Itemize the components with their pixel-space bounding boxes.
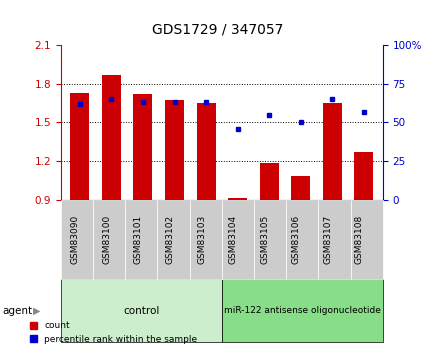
Bar: [291, 176, 309, 200]
Bar: [102, 75, 121, 200]
Text: ▶: ▶: [33, 306, 40, 315]
Text: GSM83090: GSM83090: [71, 215, 80, 264]
Bar: [133, 94, 152, 200]
Bar: [259, 162, 278, 200]
Text: GSM83105: GSM83105: [260, 215, 269, 264]
Bar: [228, 197, 247, 200]
Text: GSM83107: GSM83107: [322, 215, 332, 264]
Text: GSM83103: GSM83103: [197, 215, 206, 264]
Legend: count, percentile rank within the sample: count, percentile rank within the sample: [26, 318, 201, 345]
Text: GSM83108: GSM83108: [354, 215, 363, 264]
Text: miR-122 antisense oligonucleotide: miR-122 antisense oligonucleotide: [224, 306, 380, 315]
Text: control: control: [123, 306, 159, 315]
Text: GSM83100: GSM83100: [102, 215, 111, 264]
Text: GSM83104: GSM83104: [228, 215, 237, 264]
Bar: [196, 103, 215, 200]
Bar: [70, 93, 89, 200]
Bar: [164, 100, 184, 200]
Text: GSM83101: GSM83101: [134, 215, 143, 264]
Text: GSM83106: GSM83106: [291, 215, 300, 264]
Bar: [322, 103, 341, 200]
Text: GSM83102: GSM83102: [165, 215, 174, 264]
Text: GDS1729 / 347057: GDS1729 / 347057: [151, 22, 283, 37]
Bar: [354, 152, 372, 200]
Text: agent: agent: [2, 306, 32, 315]
